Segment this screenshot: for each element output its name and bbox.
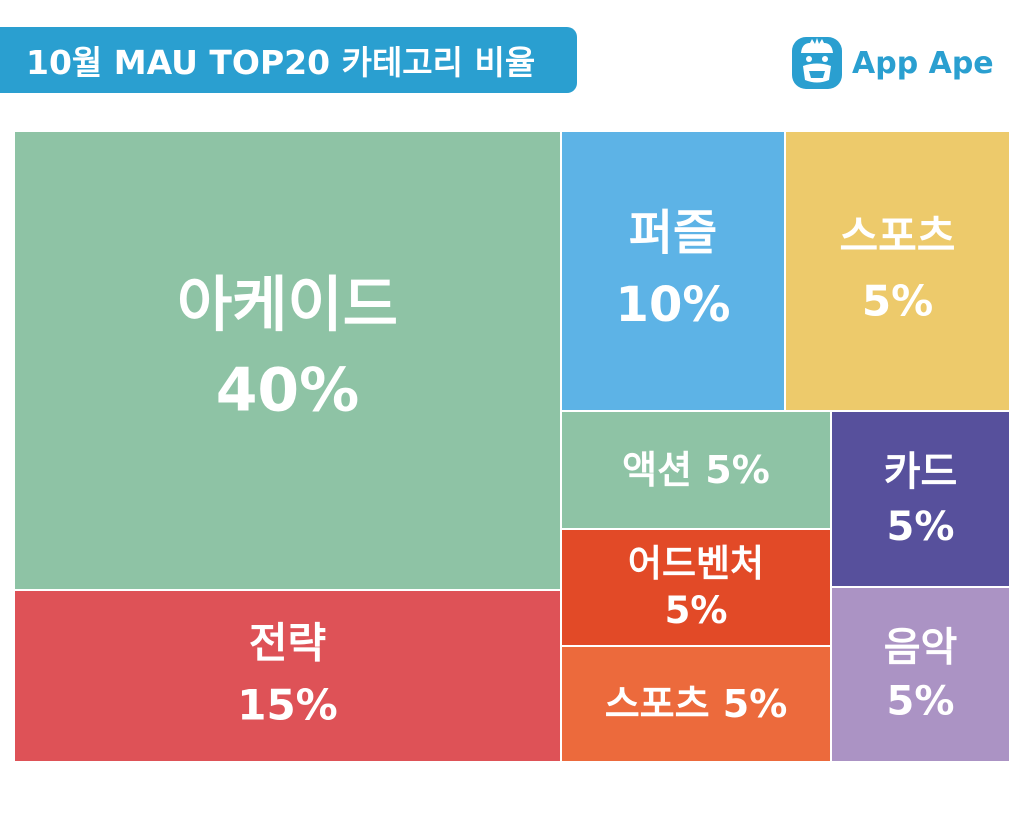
tile-value-label: 5% [887, 504, 955, 550]
treemap-tile [784, 130, 1011, 412]
tile-value-label: 15% [237, 681, 338, 730]
tile-label: 스포츠 5% [605, 682, 788, 726]
treemap-tile [560, 410, 832, 530]
treemap-tile [830, 586, 1011, 763]
tile-name-label: 음악 [884, 625, 958, 671]
treemap-tile [830, 410, 1011, 588]
chart-title: 10월 MAU TOP20 카테고리 비율 [0, 27, 577, 93]
tile-name-label: 스포츠 [840, 212, 956, 261]
tile-value-label: 5% [887, 679, 955, 725]
tile-label: 액션 5% [622, 448, 770, 492]
tile-name-label: 퍼즐 [629, 205, 717, 261]
logo-text: App Ape [852, 45, 994, 81]
ape-face-icon [792, 37, 842, 89]
tile-value-label: 5% [665, 589, 728, 632]
tile-value-label: 10% [616, 277, 731, 333]
treemap-tile [13, 130, 562, 591]
tile-name-label: 전략 [249, 619, 326, 668]
app-ape-logo: App Ape [792, 33, 994, 93]
tile-value-label: 5% [862, 277, 933, 326]
tile-value-label: 40% [216, 356, 360, 426]
treemap-tile [560, 130, 786, 412]
treemap-tile [560, 645, 832, 763]
treemap-tile [13, 589, 562, 763]
tile-name-label: 어드벤처 [628, 542, 764, 585]
tile-name-label: 아케이드 [177, 271, 398, 341]
tile-name-label: 카드 [884, 449, 958, 495]
